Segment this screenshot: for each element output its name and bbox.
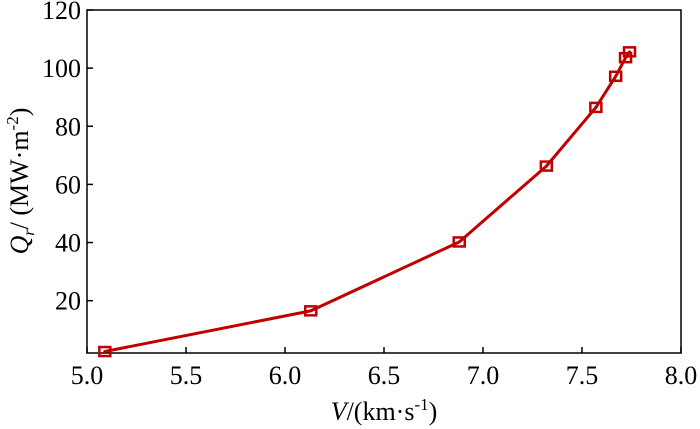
y-axis-unit-prefix: / (MW·m [5, 130, 34, 229]
x-tick-label: 5.5 [170, 361, 203, 390]
data-point-marker [622, 46, 637, 58]
data-point-marker [303, 305, 318, 317]
plot-area-border [86, 9, 682, 354]
x-axis-unit-prefix: /(km·s [347, 397, 415, 426]
y-tick-label: 80 [55, 112, 81, 141]
x-tick-label: 7.0 [467, 361, 500, 390]
y-axis-unit-exponent: -2 [3, 116, 22, 130]
data-point-marker [452, 236, 466, 248]
y-tick-label: 120 [42, 0, 81, 25]
x-axis-unit-suffix: ) [429, 397, 438, 426]
data-point-marker [98, 345, 112, 358]
x-tick-label: 8.0 [665, 361, 698, 390]
data-point-marker [618, 51, 633, 64]
x-tick-label: 5.0 [71, 361, 104, 390]
series-layer [98, 46, 637, 358]
y-axis-symbol: Q [5, 235, 34, 254]
y-axis-subscript: r [21, 229, 38, 236]
series-line [103, 50, 631, 353]
x-axis-title: V/(km·s-1) [331, 395, 438, 426]
y-tick-label: 20 [55, 287, 81, 316]
x-tick-label: 7.5 [566, 361, 599, 390]
y-axis-unit-suffix: ) [5, 108, 34, 117]
x-tick-label: 6.0 [269, 361, 302, 390]
y-tick-label: 100 [42, 54, 81, 83]
y-tick-label: 60 [55, 170, 81, 199]
x-axis: 5.0 5.5 6.0 6.5 7.0 7.5 8.0 [71, 347, 698, 390]
data-point-marker [539, 160, 554, 172]
x-tick-label: 6.5 [368, 361, 401, 390]
plot-frame [86, 9, 682, 354]
x-axis-unit-exponent: -1 [414, 395, 428, 414]
x-axis-symbol: V [331, 397, 350, 426]
data-point-marker [589, 101, 603, 114]
data-point-marker [608, 70, 623, 83]
y-axis-title: Qr/ (MW·m-2) [3, 108, 38, 255]
y-tick-label: 40 [55, 229, 81, 258]
y-axis: 20 40 60 80 100 120 [42, 0, 93, 316]
